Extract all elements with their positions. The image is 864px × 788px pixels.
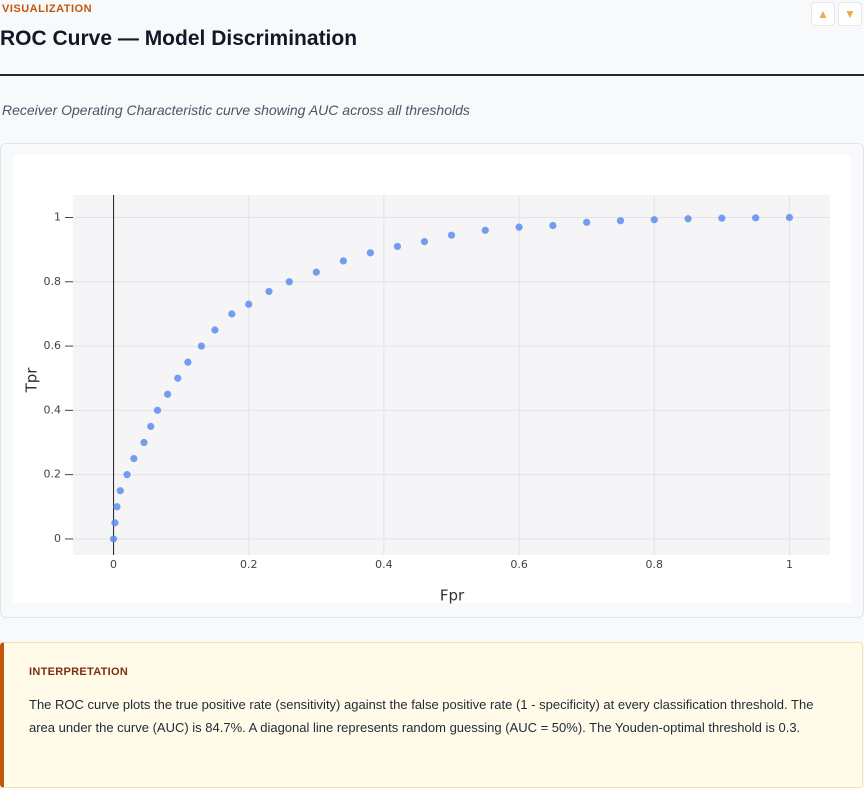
point [366, 249, 374, 257]
x-tick-label: 0.8 [646, 558, 664, 571]
point [265, 287, 273, 296]
point [583, 218, 591, 226]
point [752, 214, 760, 222]
subtitle: Receiver Operating Characteristic curve … [2, 102, 470, 118]
point [785, 213, 794, 222]
y-tick-label: 0.4 [44, 403, 62, 416]
y-tick-label: 1 [54, 211, 61, 224]
plot-area [73, 195, 830, 555]
point [123, 471, 131, 479]
point [549, 221, 557, 230]
point [447, 231, 456, 239]
thumbs-down[interactable]: ▼ [838, 2, 862, 26]
point [147, 422, 155, 431]
point [211, 326, 219, 334]
interpretation-text: The ROC curve plots the true positive ra… [29, 697, 814, 735]
y-tick-label: 0.2 [44, 468, 62, 481]
chart: Fpr Tpr 0 0.2 0.4 0.6 0.8 1 0 0.2 0.4 0.6 0.8 1 [22, 195, 830, 605]
point [184, 358, 192, 366]
point [245, 300, 253, 308]
thumbs-up[interactable]: ▲ [811, 2, 835, 26]
point [420, 238, 429, 246]
point [481, 226, 489, 234]
x-tick-label: 1 [786, 558, 793, 571]
point [684, 215, 692, 223]
point [515, 223, 523, 231]
point [130, 454, 138, 463]
point [164, 390, 172, 398]
point [111, 519, 119, 527]
point [113, 503, 121, 511]
point [109, 535, 118, 543]
point [393, 242, 402, 251]
y-tick-label: 0.6 [44, 339, 62, 352]
point [650, 216, 658, 224]
point [116, 487, 124, 495]
x-tick-label: 0.4 [375, 558, 393, 571]
point [285, 278, 293, 286]
x-tick-label: 0.2 [240, 558, 258, 571]
kicker: VISUALIZATION [2, 3, 93, 15]
interpretation-box: INTERPRETATION The ROC curve plots the t… [0, 642, 863, 788]
point [197, 342, 206, 350]
point [718, 214, 726, 222]
interpretation-label: INTERPRETATION [29, 666, 129, 678]
x-tick-label: 0.6 [510, 558, 528, 571]
y-tick-label: 0.8 [44, 275, 62, 288]
x-tick-label: 0 [110, 558, 117, 571]
y-axis-label: Tpr [23, 367, 41, 394]
point [153, 406, 162, 414]
point [174, 374, 182, 382]
point [339, 257, 347, 265]
point [616, 217, 625, 225]
point [140, 438, 148, 447]
point [228, 310, 236, 318]
divider [0, 74, 864, 76]
x-axis-label: Fpr [440, 587, 465, 605]
page-title: ROC Curve — Model Discrimination [0, 27, 358, 50]
y-tick-label: 0 [54, 532, 61, 545]
point [312, 268, 320, 276]
